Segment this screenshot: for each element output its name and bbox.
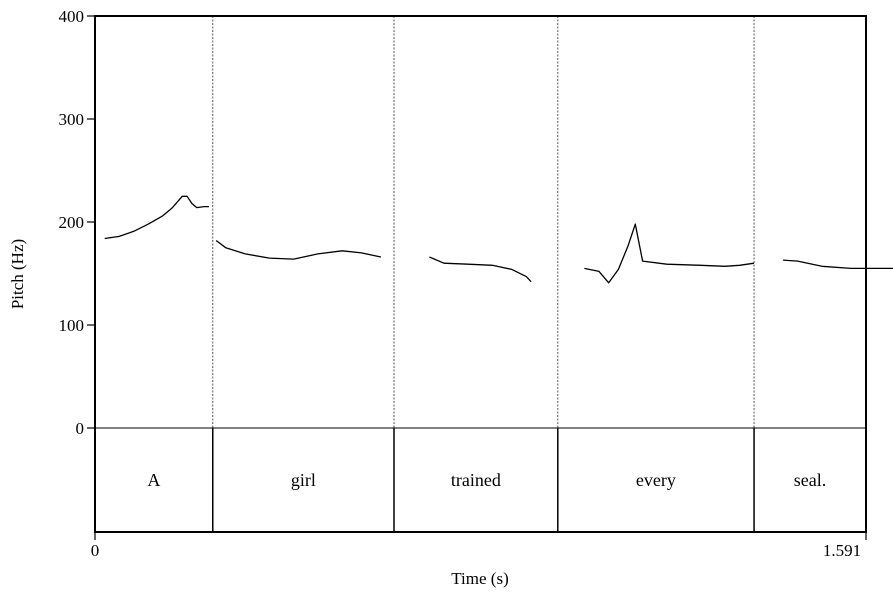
word-label: A: [147, 470, 160, 490]
x-axis-ticks: 0 1.591: [91, 532, 867, 560]
y-axis-label: Pitch (Hz): [8, 239, 27, 309]
x-tick-label: 1.591: [823, 541, 861, 560]
x-tick-label: 0: [91, 541, 100, 560]
pitch-segment: [584, 223, 755, 284]
boundary-lines: [212, 16, 755, 428]
word-label: trained: [451, 470, 501, 490]
y-tick-label: 100: [59, 316, 85, 335]
x-axis-label: Time (s): [451, 569, 508, 588]
word-label: girl: [291, 470, 316, 490]
tier-boundaries: [212, 428, 755, 532]
pitch-segment: [215, 239, 382, 260]
pitch-segment: [783, 259, 893, 270]
y-axis-ticks: 0 100 200 300 400: [59, 7, 95, 438]
y-tick-label: 400: [59, 7, 85, 26]
pitch-contour: [104, 195, 893, 284]
y-tick-label: 0: [76, 419, 85, 438]
y-tick-label: 300: [59, 110, 85, 129]
plot-frame: [94, 15, 867, 533]
word-label: seal.: [794, 470, 826, 490]
pitch-segment: [104, 195, 209, 240]
word-label: every: [636, 470, 676, 490]
pitch-segment: [429, 256, 532, 283]
y-tick-label: 200: [59, 213, 85, 232]
